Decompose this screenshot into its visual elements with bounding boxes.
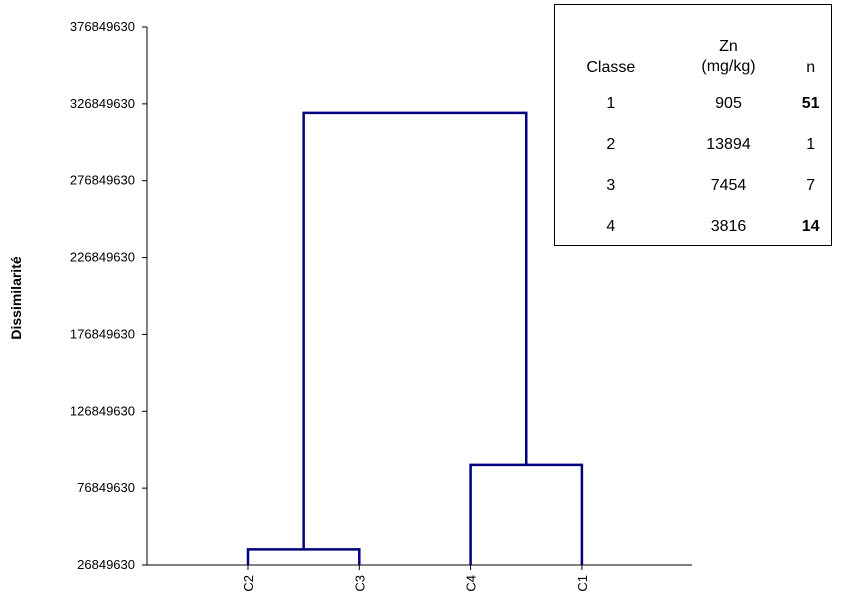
y-tick-label: 176849630 [70,326,135,341]
cell-classe: 4 [606,217,616,235]
table-row: 3 7454 7 [555,165,831,206]
table-row: 1 905 51 [555,83,831,124]
dendrogram-link [469,463,584,565]
cell-zn: 13894 [706,135,751,153]
y-tick-label: 376849630 [70,19,135,34]
y-tick-label: 126849630 [70,403,135,418]
cell-zn: 3816 [710,217,747,235]
x-tick-label: C1 [575,575,590,592]
table-header-row: Classe Zn (mg/kg) n [555,5,831,83]
cell-classe: 3 [606,176,616,194]
summary-table-grid: Classe Zn (mg/kg) n 1 905 51 2 13894 [555,5,831,247]
y-tick-label: 26849630 [77,557,135,572]
cell-classe: 1 [606,94,616,112]
dendrogram-link [302,111,528,550]
table-row: 4 3816 14 [555,206,831,247]
y-axis: 26849630 76849630 126849630 176849630 226849… [70,19,148,572]
cell-n: 51 [801,94,820,112]
header-zn-line2: (mg/kg) [701,58,756,75]
dendrogram-link [246,548,361,565]
y-tick-label: 226849630 [70,250,135,265]
cell-n: 7 [806,176,816,194]
y-tick-label: 76849630 [77,480,135,495]
cell-n: 14 [801,217,820,235]
header-zn: Zn (mg/kg) [667,5,791,83]
cell-zn: 905 [715,94,742,112]
class-summary-table: Classe Zn (mg/kg) n 1 905 51 2 13894 [554,4,832,246]
y-axis-label: Dissimilarité [8,256,24,339]
y-tick-label: 326849630 [70,96,135,111]
cell-zn: 7454 [710,176,747,194]
dendrogram-links [246,111,584,565]
x-tick-label: C4 [464,575,479,592]
header-n: n [806,59,816,76]
x-tick-label: C2 [241,575,256,592]
cell-n: 1 [806,135,816,153]
x-axis: C2 C3 C4 C1 [147,564,692,592]
y-tick-label: 276849630 [70,173,135,188]
cell-classe: 2 [606,135,616,153]
table-row: 2 13894 1 [555,124,831,165]
header-classe: Classe [586,59,636,76]
header-zn-line1: Zn [719,38,738,55]
x-tick-label: C3 [352,575,367,592]
